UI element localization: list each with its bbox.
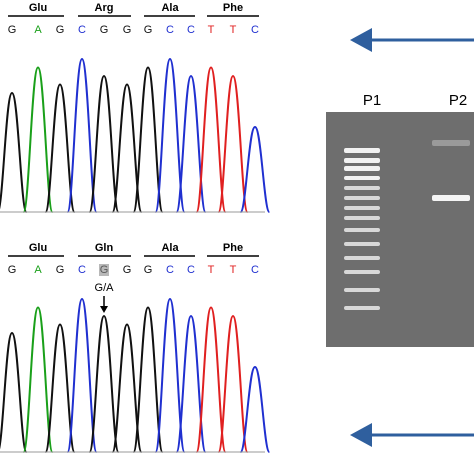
lane-label: P1 (363, 92, 381, 109)
codon-label: Phe (223, 2, 243, 14)
base-label: T (230, 24, 237, 36)
arrow (350, 28, 474, 52)
gel-band (432, 195, 470, 201)
base-label: G (8, 24, 17, 36)
codon-label: Phe (223, 242, 243, 254)
ladder-band (344, 216, 380, 220)
ladder-band (344, 256, 380, 260)
peak (195, 66, 227, 213)
gel-well (432, 140, 470, 146)
codon-label: Ala (161, 242, 179, 254)
ladder-band (344, 270, 380, 274)
peak (22, 306, 54, 453)
codon-label: Glu (29, 242, 47, 254)
peak (66, 297, 98, 453)
ladder-band (344, 206, 380, 210)
base-label: C (187, 264, 195, 276)
base-label: G (123, 264, 132, 276)
peak (217, 74, 249, 213)
base-label: A (34, 264, 42, 276)
ladder-band (344, 158, 380, 163)
base-label: G (100, 24, 109, 36)
peak (132, 306, 164, 453)
ladder-band (344, 242, 380, 246)
base-label: T (208, 24, 215, 36)
base-label: C (166, 264, 174, 276)
peak (239, 125, 271, 213)
base-label: C (78, 264, 86, 276)
chromatogram-bottom: GluGlnAlaPheGAGCGGGCCTTCG/A (0, 242, 271, 453)
ladder-band (344, 148, 380, 153)
ladder (344, 148, 380, 310)
base-label: G (123, 24, 132, 36)
peak (66, 57, 98, 213)
base-label: G (56, 264, 65, 276)
arrow (350, 423, 474, 447)
peak (22, 66, 54, 213)
mutation-arrowhead (100, 306, 108, 313)
ladder-band (344, 228, 380, 232)
peak (154, 297, 186, 453)
codon-label: Ala (161, 2, 179, 14)
peak (195, 306, 227, 453)
base-label: G (144, 264, 153, 276)
codon-label: Arg (95, 2, 114, 14)
ladder-band (344, 166, 380, 171)
base-label: A (34, 24, 42, 36)
peak (88, 74, 120, 213)
peak (88, 314, 120, 453)
peak (239, 365, 271, 453)
base-label: C (187, 24, 195, 36)
base-label: T (208, 264, 215, 276)
base-label: T (230, 264, 237, 276)
base-label: G (8, 264, 17, 276)
base-label: G (56, 24, 65, 36)
base-label: G (144, 24, 153, 36)
mutation-label: G/A (95, 282, 115, 294)
codon-label: Gln (95, 242, 114, 254)
peak (217, 314, 249, 453)
ladder-band (344, 288, 380, 292)
ladder-band (344, 186, 380, 190)
peak (0, 331, 28, 453)
base-label: C (251, 264, 259, 276)
peak (44, 323, 76, 453)
base-label: C (78, 24, 86, 36)
ladder-band (344, 176, 380, 180)
peak (44, 83, 76, 213)
lane-label: P2 (449, 92, 467, 109)
peak (0, 91, 28, 213)
peak (154, 57, 186, 213)
peak (132, 66, 164, 213)
mutation-box (99, 264, 109, 276)
codon-label: Glu (29, 2, 47, 14)
ladder-band (344, 196, 380, 200)
base-label: C (166, 24, 174, 36)
base-label: C (251, 24, 259, 36)
ladder-band (344, 306, 380, 310)
